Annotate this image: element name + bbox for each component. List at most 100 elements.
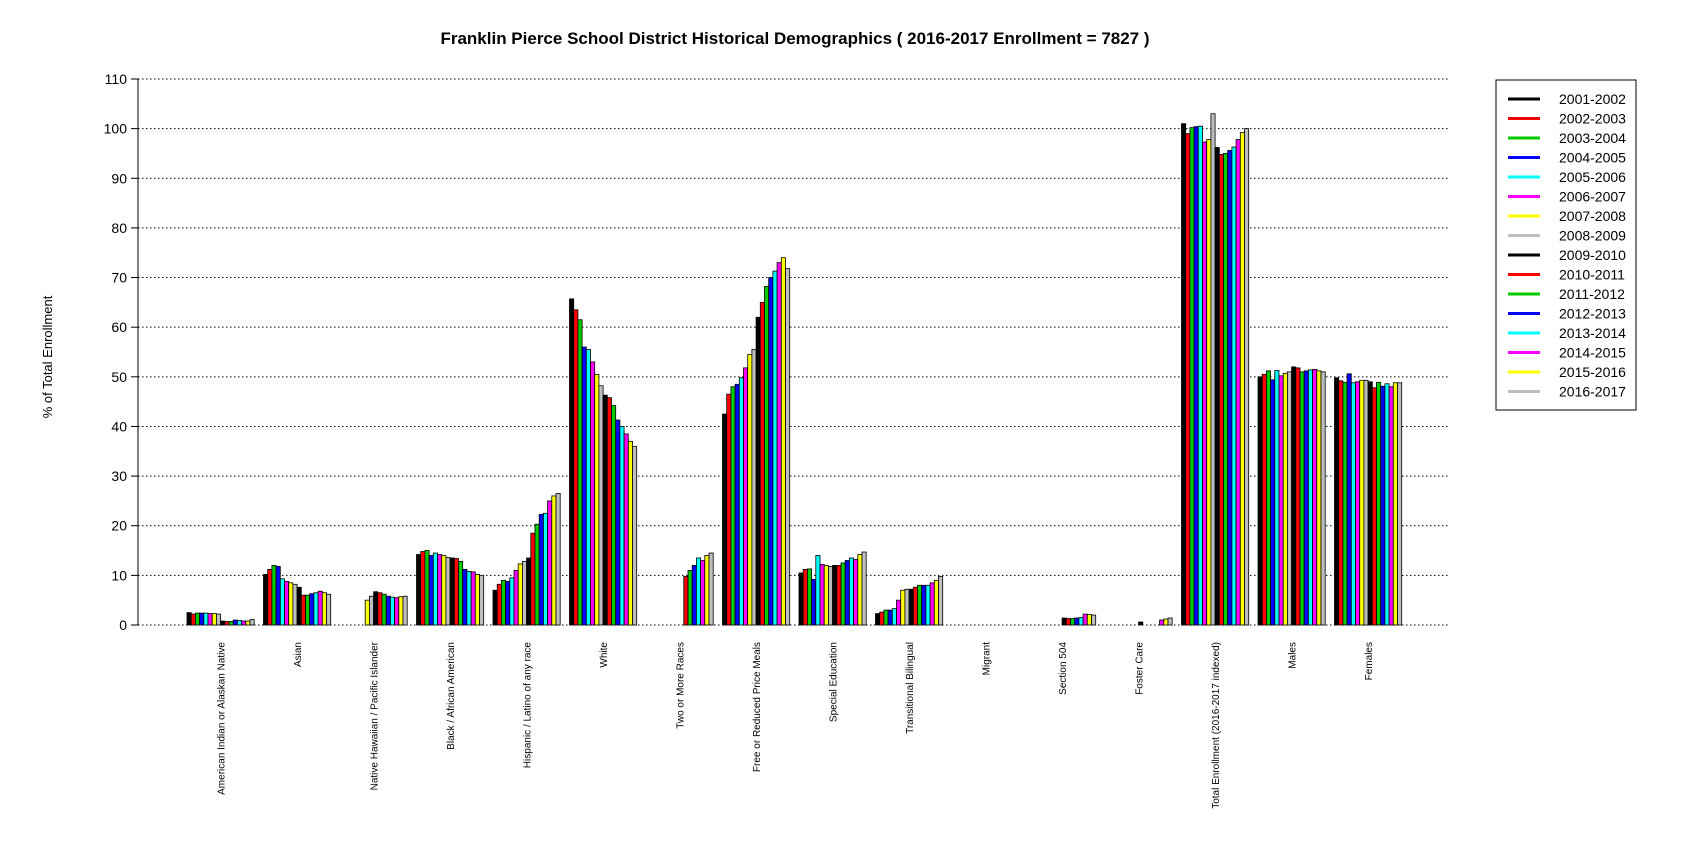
bar [904,588,910,626]
bar [891,608,897,626]
bar [747,354,753,626]
bar [249,619,255,626]
bar [364,599,370,626]
bar [938,575,944,626]
legend-label: 2013-2014 [1559,325,1626,341]
legend-label: 2009-2010 [1559,247,1626,263]
bar [466,570,472,626]
bar [551,495,557,626]
bar [1185,133,1191,626]
bar [1278,375,1284,626]
bar [245,620,251,626]
bar [1261,373,1267,626]
bar [832,565,838,626]
bar [853,559,859,626]
bar [691,565,697,626]
bar [1342,381,1348,626]
bar [381,593,387,626]
bar [389,596,395,626]
bar [722,413,728,626]
y-tick-label: 60 [111,319,127,335]
bar [917,584,923,626]
legend-label: 2004-2005 [1559,150,1626,166]
bar [305,594,311,626]
bar [696,557,702,626]
bar [802,569,808,626]
bar [1371,387,1377,626]
bar [186,612,192,626]
bar [1274,369,1280,626]
category-label: Section 504 [1058,642,1069,695]
bar [1350,382,1356,626]
y-tick-label: 50 [111,369,127,385]
bar [211,613,217,626]
bar [432,552,438,626]
bar [811,578,817,626]
bar [632,445,638,626]
bar [462,569,468,626]
bar [590,361,596,626]
bar [500,579,506,626]
category-label: Two or More Races [676,642,687,729]
bar [424,550,430,626]
bar [377,592,383,626]
chart-title: Franklin Pierce School District Historic… [440,29,1149,48]
bar [555,493,561,626]
bar [759,301,765,626]
bar [836,565,842,626]
bar [300,594,306,626]
bar [738,377,744,626]
bar [275,566,281,626]
bar [764,286,770,626]
bar [1244,128,1250,626]
bar [700,560,706,626]
bar [602,394,608,626]
bar [1312,368,1318,626]
legend-label: 2016-2017 [1559,384,1626,400]
bar [751,349,757,626]
bar [368,595,374,626]
bar [1189,127,1195,626]
bar [309,593,315,626]
bar [1218,154,1224,626]
bar [1082,613,1088,626]
bar [887,609,893,626]
bar [1270,379,1276,626]
bar [1214,147,1220,626]
legend-label: 2005-2006 [1559,169,1626,185]
bar [883,609,889,626]
bar [585,349,591,626]
bar [1257,376,1263,626]
bar [1227,150,1233,626]
bar [606,397,612,626]
category-label: Special Education [829,642,840,722]
bar [470,571,476,626]
y-tick-label: 90 [111,170,127,186]
bar [194,612,200,626]
bar [1206,139,1212,626]
bar [1338,380,1344,626]
bar [1363,379,1369,626]
bar [296,586,302,626]
bar [798,572,804,626]
bar [726,393,732,626]
bar [505,580,511,626]
bar [1223,153,1229,626]
bar [215,613,221,626]
bar [1291,366,1297,626]
bar [772,270,778,626]
y-tick-label: 20 [111,518,127,534]
bar [896,599,902,626]
bar [1181,123,1187,626]
bar [581,346,587,626]
bar [458,561,464,626]
bar [1202,141,1208,626]
bar [1380,385,1386,626]
category-labels: American Indian or Alaskan Native Asian Na… [217,641,1375,808]
bar [437,554,443,626]
category-label: Free or Reduced Price Meals [752,642,763,772]
bar [313,592,319,626]
y-axis: 0 10 20 30 40 50 60 70 80 90 100 110 [104,71,139,633]
bar [220,620,226,626]
